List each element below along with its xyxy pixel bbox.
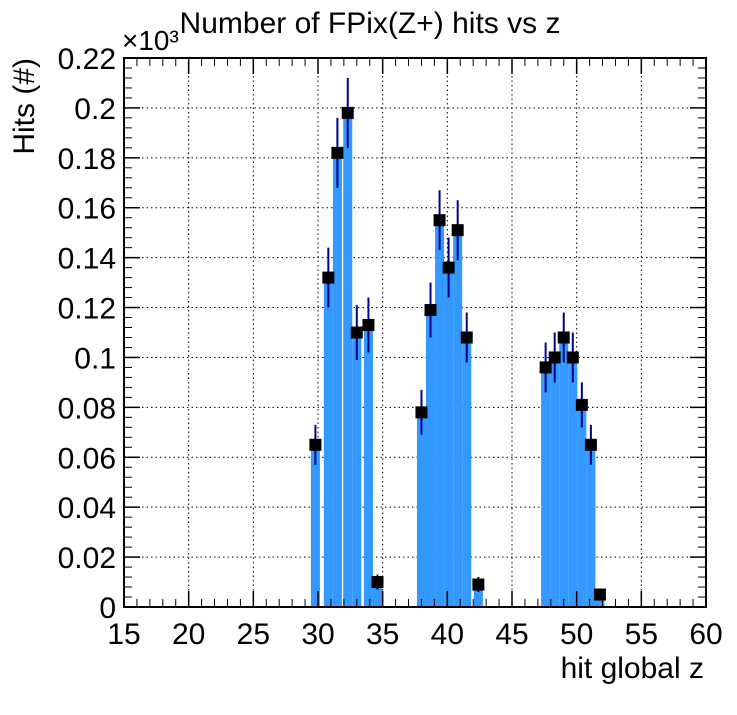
histogram-bar [416, 412, 426, 607]
histogram-bar [435, 220, 445, 608]
histogram-bar [352, 332, 362, 607]
data-point-marker [341, 106, 354, 119]
x-tick-label: 45 [495, 618, 528, 651]
data-point-marker [584, 438, 597, 451]
y-tick-label: 0.08 [58, 392, 116, 425]
x-tick-labels: 15 20 25 30 35 40 45 50 55 60 [107, 618, 722, 651]
histogram-bar [444, 267, 454, 607]
x-tick-label: 15 [107, 618, 140, 651]
histogram-bar [343, 112, 353, 608]
data-point-marker [309, 438, 322, 451]
histogram-bars [310, 112, 605, 608]
y-tick-label: 0.06 [58, 442, 116, 475]
y-tick-label: 0.22 [58, 43, 116, 76]
x-tick-label: 60 [689, 618, 722, 651]
y-tick-label: 0.12 [58, 293, 116, 326]
chart-title: Number of FPix(Z+) hits vs z [180, 7, 561, 40]
y-tick-label: 0.18 [58, 143, 116, 176]
y-tick-label: 0.16 [58, 193, 116, 226]
histogram-bar [453, 230, 463, 607]
histogram-bar [462, 337, 472, 607]
data-point-marker [539, 361, 552, 374]
y-tick-label: 0.04 [58, 492, 116, 525]
histogram-bar [372, 582, 383, 607]
histogram-bar [586, 444, 596, 607]
y-tick-labels: 0 0.02 0.04 0.06 0.08 0.1 0.12 0.14 0.16 0.18 0.2 0… [58, 43, 116, 625]
histogram-bar [323, 277, 333, 607]
data-point-marker [424, 304, 437, 317]
x-tick-label: 55 [625, 618, 658, 651]
y-multiplier-label: ×10³ [122, 25, 179, 56]
data-point-marker [460, 331, 473, 344]
histogram-bar [595, 594, 605, 607]
data-point-marker [557, 331, 570, 344]
data-point-marker [362, 319, 375, 332]
data-point-marker [415, 406, 428, 419]
data-point-marker [350, 326, 363, 339]
y-tick-label: 0.02 [58, 542, 116, 575]
plot-frame [123, 57, 707, 608]
histogram-bar [568, 357, 578, 607]
data-point-marker [331, 146, 344, 159]
data-point-marker [566, 351, 579, 364]
x-tick-label: 30 [301, 618, 334, 651]
histogram-bar [559, 337, 569, 607]
data-point-marker [451, 224, 464, 237]
x-tick-label: 25 [237, 618, 270, 651]
y-axis-label: Hits (#) [8, 58, 41, 155]
data-point-marker [548, 351, 561, 364]
data-point-marker [322, 271, 335, 284]
data-markers [309, 106, 606, 601]
y-tick-label: 0.14 [58, 243, 116, 276]
histogram-bar [550, 357, 560, 607]
histogram-bar [363, 325, 373, 607]
data-point-marker [593, 588, 606, 601]
histogram-bar [577, 404, 587, 607]
data-point-marker [575, 398, 588, 411]
histogram-bar [310, 444, 320, 607]
x-axis-label: hit global z [561, 652, 704, 685]
data-point-marker [472, 578, 485, 591]
histogram-bar [541, 367, 551, 607]
x-tick-label: 40 [431, 618, 464, 651]
histogram-bar [473, 584, 483, 607]
data-point-marker [442, 261, 455, 274]
y-tick-label: 0 [99, 592, 116, 625]
y-tick-label: 0.2 [74, 93, 116, 126]
y-tick-label: 0.1 [74, 342, 116, 375]
data-point-marker [371, 576, 384, 589]
axis-ticks [123, 57, 707, 608]
histogram-bar [332, 152, 342, 607]
x-tick-label: 50 [560, 618, 593, 651]
x-tick-label: 35 [366, 618, 399, 651]
data-point-marker [433, 214, 446, 227]
x-tick-label: 20 [172, 618, 205, 651]
histogram-bar [425, 310, 436, 607]
